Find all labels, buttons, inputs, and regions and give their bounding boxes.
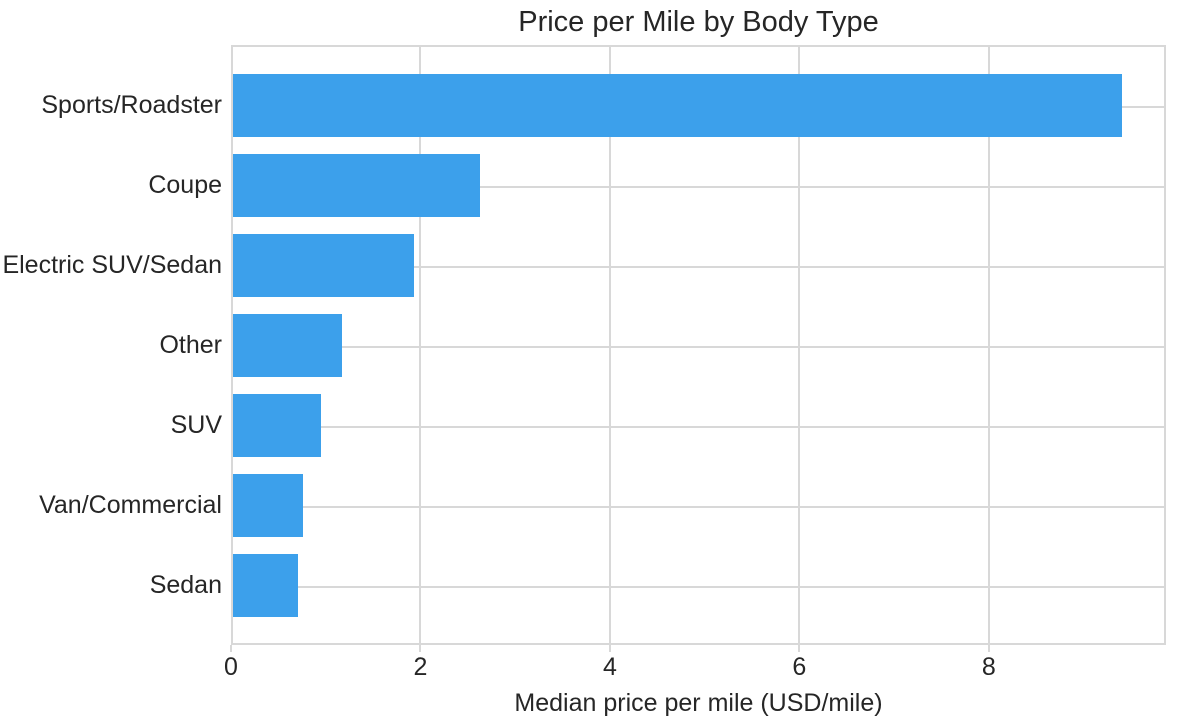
x-tick-label: 2: [413, 653, 428, 681]
category-label: Coupe: [148, 171, 222, 199]
y-axis-labels: Sports/Roadster Coupe Electric SUV/Sedan Ot…: [0, 45, 222, 645]
y-gridline: [233, 266, 1164, 268]
x-tick-mark: [987, 645, 990, 652]
bar-electric-suv-sedan: [233, 233, 414, 297]
bar-sedan: [233, 553, 299, 617]
bar-sports-roadster: [233, 73, 1122, 137]
x-gridline: [798, 47, 801, 643]
plot-area: [231, 45, 1166, 645]
category-label: Electric SUV/Sedan: [2, 251, 222, 279]
bar-suv: [233, 393, 322, 457]
x-gridline: [608, 47, 611, 643]
x-tick-label: 6: [792, 653, 807, 681]
x-tick-label: 8: [981, 653, 996, 681]
x-tick-mark: [798, 645, 801, 652]
category-label: SUV: [170, 411, 222, 439]
x-gridline: [419, 47, 422, 643]
bar-coupe: [233, 153, 481, 217]
x-tick-mark: [608, 645, 611, 652]
chart-title: Price per Mile by Body Type: [518, 6, 879, 38]
category-label: Van/Commercial: [39, 491, 222, 519]
y-gridline: [233, 586, 1164, 588]
x-tick-mark: [419, 645, 422, 652]
x-tick-mark: [230, 645, 232, 652]
bar-other: [233, 313, 342, 377]
y-gridline: [233, 426, 1164, 428]
y-gridline: [233, 186, 1164, 188]
x-gridline: [987, 47, 990, 643]
y-gridline: [233, 506, 1164, 508]
y-gridline: [233, 346, 1164, 348]
category-label: Sports/Roadster: [41, 91, 222, 119]
x-axis-label: Median price per mile (USD/mile): [514, 689, 883, 717]
x-tick-label: 0: [224, 653, 238, 681]
x-tick-label: 4: [602, 653, 617, 681]
category-label: Sedan: [149, 571, 222, 599]
bar-van-commercial: [233, 473, 304, 537]
category-label: Other: [159, 331, 222, 359]
